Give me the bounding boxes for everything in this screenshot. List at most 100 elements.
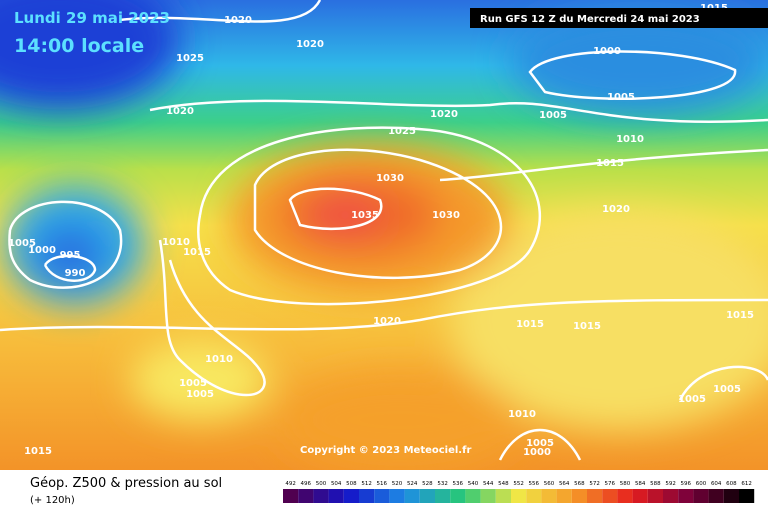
isobar-label: 1005 bbox=[678, 394, 706, 405]
isobar-label: 1015 bbox=[596, 158, 624, 169]
time: 14:00 locale bbox=[14, 35, 144, 57]
isobar-label: 1010 bbox=[205, 354, 233, 365]
scale-label: 496 bbox=[301, 481, 312, 487]
isobar-label: 1015 bbox=[516, 319, 544, 330]
scale-label: 576 bbox=[605, 481, 616, 487]
scale-swatch bbox=[359, 489, 375, 503]
scale-swatch bbox=[571, 489, 587, 503]
scale-label: 528 bbox=[422, 481, 433, 487]
isobar-label: 1010 bbox=[616, 134, 644, 145]
scale-label: 492 bbox=[285, 481, 296, 487]
isobar-label: 1000 bbox=[28, 245, 56, 256]
scale-label: 508 bbox=[346, 481, 357, 487]
scale-label: 584 bbox=[635, 481, 646, 487]
isobar-label: 1015 bbox=[726, 310, 754, 321]
scale-label: 540 bbox=[468, 481, 479, 487]
scale-swatch bbox=[632, 489, 648, 503]
run-box bbox=[470, 8, 768, 28]
isobar-label: 1000 bbox=[523, 447, 551, 458]
isobar-label: 995 bbox=[60, 250, 81, 261]
scale-swatch bbox=[511, 489, 527, 503]
scale-label: 612 bbox=[741, 481, 752, 487]
scale-label: 500 bbox=[316, 481, 327, 487]
scale-swatch bbox=[739, 489, 755, 503]
scale-label: 512 bbox=[361, 481, 372, 487]
scale-swatch bbox=[723, 489, 739, 503]
scale-label: 524 bbox=[407, 481, 418, 487]
scale-label: 520 bbox=[392, 481, 403, 487]
scale-swatch bbox=[708, 489, 724, 503]
scale-label: 552 bbox=[513, 481, 524, 487]
scale-swatch bbox=[404, 489, 420, 503]
scale-swatch bbox=[587, 489, 603, 503]
scale-swatch bbox=[419, 489, 435, 503]
isobar-label: 1020 bbox=[296, 39, 324, 50]
scale-swatch bbox=[495, 489, 511, 503]
scale-swatch bbox=[313, 489, 329, 503]
isobar-label: 1025 bbox=[388, 126, 416, 137]
scale-label: 516 bbox=[377, 481, 388, 487]
scale-swatch bbox=[343, 489, 359, 503]
scale-label: 600 bbox=[696, 481, 707, 487]
isobar-label: 1010 bbox=[162, 237, 190, 248]
isobar-label: 1015 bbox=[24, 446, 52, 457]
scale-label: 580 bbox=[620, 481, 631, 487]
scale-label: 548 bbox=[498, 481, 509, 487]
scale-label: 568 bbox=[574, 481, 585, 487]
date: Lundi 29 mai 2023 bbox=[14, 9, 170, 27]
footer-title: Géop. Z500 & pression au sol bbox=[30, 476, 222, 491]
isobar-label: 1020 bbox=[602, 204, 630, 215]
scale-label: 504 bbox=[331, 481, 342, 487]
fields bbox=[0, 0, 768, 470]
scale-swatch bbox=[693, 489, 709, 503]
scale-label: 536 bbox=[453, 481, 464, 487]
scale-swatch bbox=[678, 489, 694, 503]
scale-swatch bbox=[328, 489, 344, 503]
isobar-label: 1030 bbox=[376, 173, 404, 184]
isobar-label: 1020 bbox=[430, 109, 458, 120]
scale-label: 572 bbox=[589, 481, 600, 487]
isobar-label: 1030 bbox=[432, 210, 460, 221]
scale-label: 592 bbox=[665, 481, 676, 487]
scale-label: 532 bbox=[437, 481, 448, 487]
isobar-label: 1005 bbox=[539, 110, 567, 121]
scale-label: 596 bbox=[681, 481, 692, 487]
scale-label: 608 bbox=[726, 481, 737, 487]
scale-swatch bbox=[541, 489, 557, 503]
scale-swatch bbox=[602, 489, 618, 503]
scale-swatch bbox=[526, 489, 542, 503]
scale-swatch bbox=[450, 489, 466, 503]
isobar-label: 1000 bbox=[593, 46, 621, 57]
isobar-label: 1010 bbox=[508, 409, 536, 420]
isobar-label: 1015 bbox=[573, 321, 601, 332]
copyright: Copyright © 2023 Meteociel.fr bbox=[300, 445, 471, 456]
isobar-label: 1015 bbox=[183, 247, 211, 258]
scale-swatch bbox=[465, 489, 481, 503]
isobar-label: 990 bbox=[65, 268, 86, 279]
scale-swatch bbox=[283, 489, 299, 503]
footer-subtitle: (+ 120h) bbox=[30, 495, 75, 506]
scale-swatch bbox=[389, 489, 405, 503]
isobar-label: 1005 bbox=[713, 384, 741, 395]
scale-swatch bbox=[435, 489, 451, 503]
isobar-label: 1020 bbox=[224, 15, 252, 26]
isobar-label: 1005 bbox=[526, 438, 554, 449]
isobar-lines bbox=[0, 0, 768, 460]
scale-swatch bbox=[647, 489, 663, 503]
scale-label: 560 bbox=[544, 481, 555, 487]
isobar-label: 1020 bbox=[166, 106, 194, 117]
scale-swatch bbox=[617, 489, 633, 503]
scale-swatch bbox=[556, 489, 572, 503]
isobar-label: 1005 bbox=[186, 389, 214, 400]
scale-swatch bbox=[663, 489, 679, 503]
scale-label: 544 bbox=[483, 481, 494, 487]
scale-label: 556 bbox=[529, 481, 540, 487]
scale-swatch bbox=[298, 489, 314, 503]
scale-swatch bbox=[480, 489, 496, 503]
isobar-label: 1005 bbox=[8, 238, 36, 249]
isobar-label: 1005 bbox=[179, 378, 207, 389]
isobar-label: 1025 bbox=[176, 53, 204, 64]
scale-label: 588 bbox=[650, 481, 661, 487]
